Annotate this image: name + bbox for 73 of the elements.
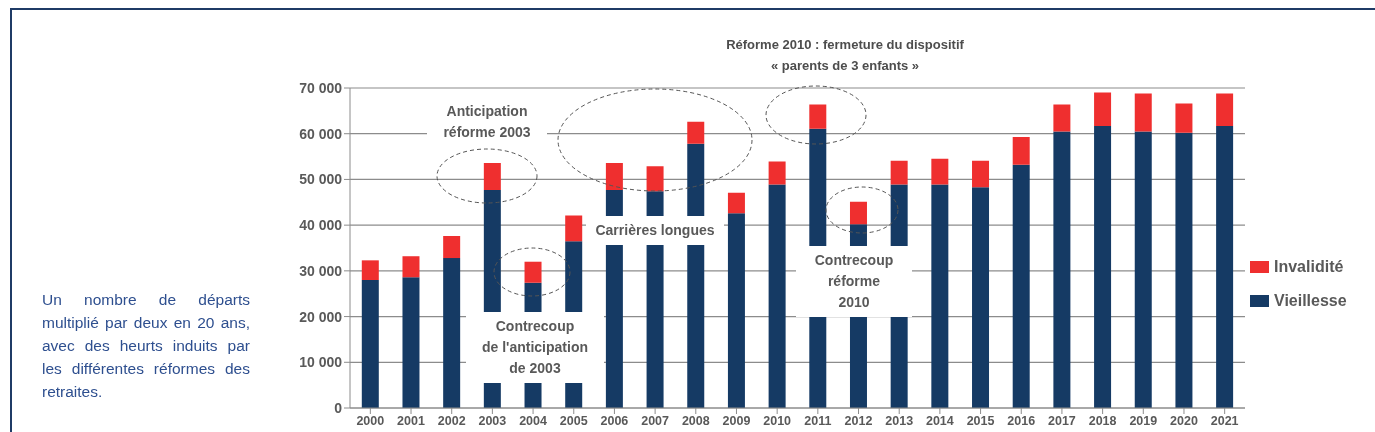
bar bbox=[1012, 164, 1030, 408]
bar bbox=[972, 187, 990, 408]
y-tick-label: 40 000 bbox=[299, 217, 343, 234]
bar bbox=[443, 258, 461, 408]
x-tick-label: 2021 bbox=[1210, 413, 1239, 428]
y-tick-label: 0 bbox=[334, 399, 343, 416]
text: Réforme 2010 : fermeture du dispositif « parents de 3 enfants » bbox=[725, 36, 965, 75]
y-tick-label: 70 000 bbox=[299, 79, 343, 96]
x-tick-label: 2015 bbox=[966, 413, 995, 428]
bar bbox=[524, 261, 542, 283]
legend-label: Vieillesse bbox=[1274, 292, 1347, 310]
x-tick-label: 2003 bbox=[478, 413, 507, 428]
bar bbox=[1175, 103, 1193, 133]
annotation: Contrecoup réforme 2010 bbox=[796, 246, 912, 317]
y-tick-label: 50 000 bbox=[299, 171, 343, 188]
bar bbox=[1216, 125, 1234, 408]
bar bbox=[1175, 132, 1193, 408]
bar bbox=[605, 162, 623, 190]
x-tick-label: 2000 bbox=[356, 413, 385, 428]
x-tick-label: 2001 bbox=[397, 413, 425, 428]
bar bbox=[849, 201, 867, 225]
bar bbox=[1053, 104, 1071, 132]
bar bbox=[972, 160, 990, 188]
bar bbox=[483, 162, 501, 190]
x-tick-label: 2019 bbox=[1129, 413, 1158, 428]
x-tick-label: 2012 bbox=[844, 413, 873, 428]
bar bbox=[402, 277, 420, 408]
bar bbox=[361, 260, 379, 280]
bar bbox=[727, 192, 745, 214]
x-tick-label: 2016 bbox=[1007, 413, 1036, 428]
y-tick-label: 20 000 bbox=[299, 308, 343, 325]
x-tick-label: 2004 bbox=[519, 413, 548, 428]
bar bbox=[687, 121, 705, 144]
bar bbox=[402, 256, 420, 278]
y-tick-label: 30 000 bbox=[299, 262, 343, 279]
x-tick-label: 2009 bbox=[722, 413, 751, 428]
bar bbox=[1094, 125, 1112, 408]
text: Un nombre de départs multiplié par deux en 20 ans, avec des heurts induits par les différentes réformes des retraites. bbox=[42, 290, 250, 402]
annotation: Carrières longues bbox=[586, 216, 724, 245]
x-tick-label: 2011 bbox=[804, 413, 832, 428]
bar bbox=[768, 161, 786, 185]
bar bbox=[1053, 131, 1071, 408]
bar bbox=[727, 213, 745, 408]
y-tick-label: 10 000 bbox=[299, 354, 343, 371]
bar bbox=[1134, 131, 1152, 408]
bar bbox=[646, 166, 664, 192]
x-tick-label: 2008 bbox=[681, 413, 710, 428]
bar bbox=[809, 104, 827, 129]
x-tick-label: 2007 bbox=[641, 413, 670, 428]
x-tick-label: 2006 bbox=[600, 413, 629, 428]
x-tick-label: 2010 bbox=[763, 413, 792, 428]
x-tick-label: 2017 bbox=[1048, 413, 1076, 428]
bar bbox=[565, 215, 583, 242]
bar bbox=[931, 184, 949, 408]
y-tick-label: 60 000 bbox=[299, 125, 343, 142]
bar bbox=[931, 158, 949, 185]
bar bbox=[1216, 93, 1234, 126]
annotation: Contrecoup de l'anticipation de 2003 bbox=[466, 312, 604, 383]
bar bbox=[768, 184, 786, 408]
x-tick-label: 2013 bbox=[885, 413, 914, 428]
bar bbox=[890, 160, 908, 185]
x-tick-label: 2005 bbox=[559, 413, 588, 428]
bar bbox=[443, 236, 461, 259]
x-tick-label: 2014 bbox=[925, 413, 954, 428]
legend-label: Invalidité bbox=[1274, 258, 1344, 276]
bar bbox=[1094, 92, 1112, 126]
bar bbox=[1012, 136, 1030, 165]
annotation: Anticipation réforme 2003 bbox=[427, 97, 547, 147]
x-tick-label: 2020 bbox=[1170, 413, 1198, 428]
x-tick-label: 2018 bbox=[1088, 413, 1117, 428]
bar bbox=[361, 280, 379, 408]
x-tick-label: 2002 bbox=[437, 413, 466, 428]
bar bbox=[1134, 93, 1152, 132]
